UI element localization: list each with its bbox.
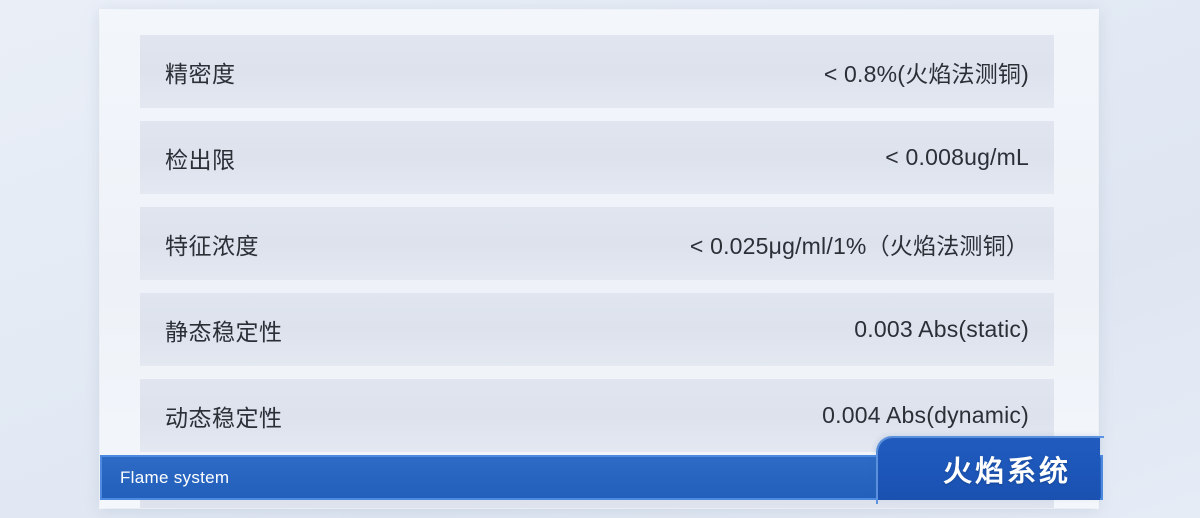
spec-label: 特征浓度 <box>165 232 259 259</box>
spec-value: 0.004 Abs(dynamic) <box>822 402 1029 428</box>
spec-label: 动态稳定性 <box>165 404 283 431</box>
spec-value: 0.003 Abs(static) <box>854 316 1029 342</box>
spec-value: < 0.025μg/ml/1%（火焰法测铜） <box>689 232 1029 259</box>
spec-value: < 0.8%(火焰法测铜) <box>823 60 1029 87</box>
spec-label: 检出限 <box>165 146 236 173</box>
specification-card: 精密度 < 0.8%(火焰法测铜) 检出限 < 0.008ug/mL 特征浓度 … <box>100 10 1098 508</box>
spec-label: 静态稳定性 <box>165 318 283 345</box>
system-badge: 火焰系统 <box>878 438 1100 500</box>
spec-value: < 0.008ug/mL <box>885 144 1029 170</box>
table-row: 静态稳定性 0.003 Abs(static) <box>140 293 1054 366</box>
table-row: 特征浓度 < 0.025μg/ml/1%（火焰法测铜） <box>140 207 1054 280</box>
table-row: 检出限 < 0.008ug/mL <box>140 121 1054 194</box>
system-badge-title: 火焰系统 <box>942 456 1071 488</box>
footer-caption: Flame system <box>120 467 230 487</box>
spec-label: 精密度 <box>165 60 236 87</box>
table-row: 精密度 < 0.8%(火焰法测铜) <box>140 35 1054 108</box>
